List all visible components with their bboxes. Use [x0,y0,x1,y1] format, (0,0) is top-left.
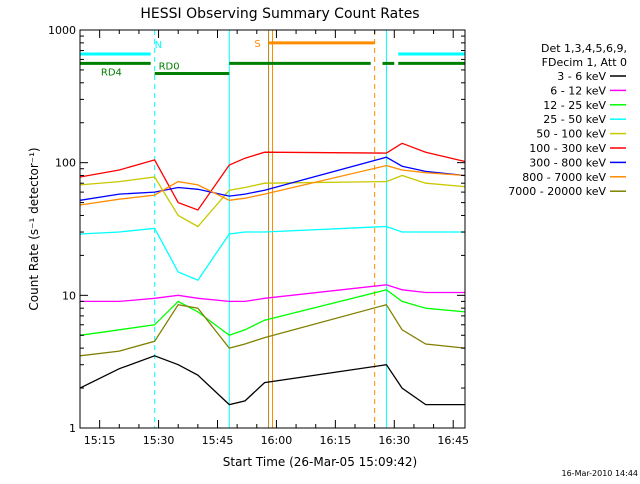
legend-label-0: 3 - 6 keV [557,70,606,83]
flag-label-rd0: RD0 [159,62,180,73]
series-line-0 [79,355,465,406]
legend-label-1: 6 - 12 keV [550,84,606,97]
x-axis-label: Start Time (26-Mar-05 15:09:42) [223,455,417,469]
series-line-1 [80,284,465,303]
legend-label-8: 7000 - 20000 keV [508,185,606,198]
legend-label-5: 100 - 300 keV [529,142,606,155]
y-tick-label-1: 10 [62,289,76,302]
legend-label-6: 300 - 800 keV [529,156,606,169]
x-tick-label-6: 16:45 [437,434,469,447]
legend-label-2: 12 - 25 keV [543,99,606,112]
x-tick-label-5: 16:30 [378,434,410,447]
chart-title: HESSI Observing Summary Count Rates [140,6,419,22]
flag-bars: N RD0 RD4 S [80,39,465,78]
legend-header-line-2: FDecim 1, Att 0 [542,56,627,69]
y-axis-label: Count Rate (s⁻¹ detector⁻¹) [27,147,41,310]
axes: 1 10 100 1000 15:15 15:30 15:45 16:00 16:15 16:30… [48,24,469,447]
y-tick-label-2: 100 [55,157,76,170]
x-tick-label-4: 16:15 [320,434,352,447]
generation-timestamp: 16-Mar-2010 14:44 [562,469,639,478]
plot-frame [79,29,466,429]
flag-label-rd4: RD4 [101,67,122,78]
series-line-8 [79,303,466,357]
x-tick-label-0: 15:15 [84,434,116,447]
legend-label-4: 50 - 100 keV [536,128,606,141]
x-tick-label-3: 16:00 [261,434,293,447]
y-tick-label-3: 1000 [48,24,76,37]
y-tick-label-0: 1 [69,422,76,435]
legend-label-3: 25 - 50 keV [543,113,606,126]
series-lines [79,142,466,406]
legend-label-7: 800 - 7000 keV [522,171,606,184]
legend-header-line-1: Det 1,3,4,5,6,9, [541,42,627,55]
legend: Det 1,3,4,5,6,9, FDecim 1, Att 0 3 - 6 k… [508,42,627,198]
series-line-2 [79,289,466,337]
series-line-3 [79,225,465,282]
x-tick-label-2: 15:45 [202,434,234,447]
flag-label-n: N [155,40,162,51]
x-tick-label-1: 15:30 [143,434,175,447]
series-line-6 [79,156,466,201]
series-line-7 [79,164,466,206]
flag-label-s: S [254,39,260,50]
series-line-5 [79,142,466,211]
series-line-4 [79,174,466,228]
